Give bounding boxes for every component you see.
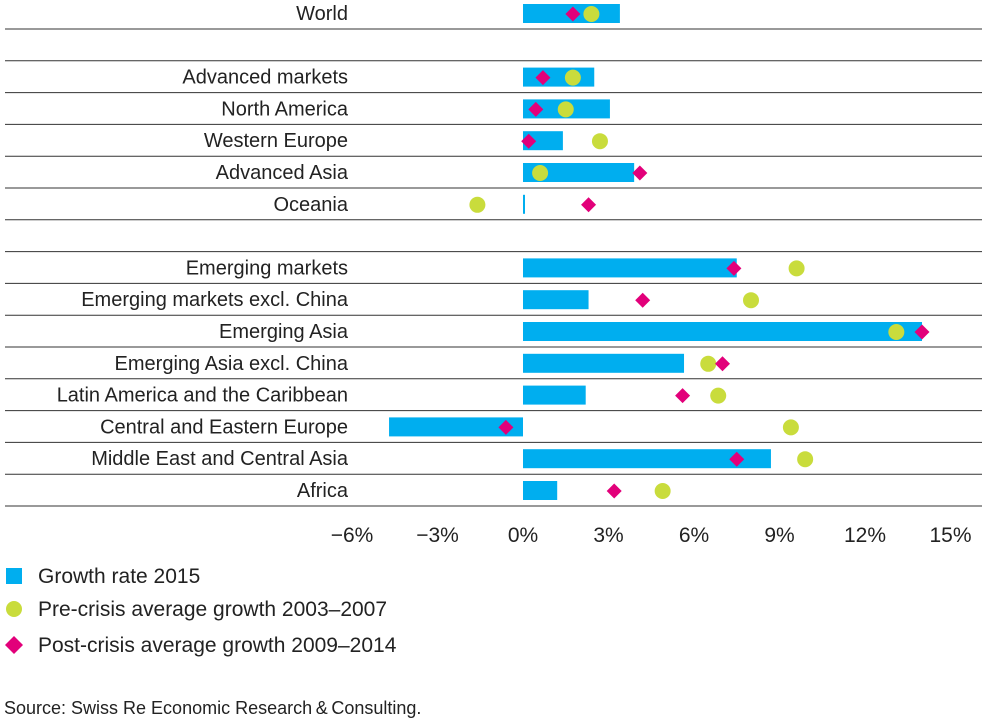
legend-label: Post-crisis average growth 2009–2014 [38,634,397,657]
category-label: Middle East and Central Asia [91,448,349,470]
bar-growth-2015 [523,258,737,278]
point-pre-crisis [797,451,814,468]
x-tick-label: 12% [844,524,886,547]
x-tick-label: 6% [679,524,709,547]
bar-growth-2015 [523,449,771,469]
category-label: Emerging markets [186,257,348,279]
bar-growth-2015 [523,385,586,405]
legend-bar-swatch [6,568,22,584]
point-post-crisis [635,292,651,308]
point-pre-crisis [532,165,549,181]
category-label: Latin America and the Caribbean [57,385,348,407]
point-post-crisis [606,483,622,499]
point-pre-crisis [583,6,600,22]
legend-label: Pre-crisis average growth 2003–2007 [38,598,387,621]
category-label: Africa [297,480,349,502]
x-tick-label: 3% [593,524,623,547]
point-post-crisis [726,260,742,276]
category-label: North America [221,98,349,120]
point-post-crisis [729,451,745,467]
point-post-crisis [715,356,730,372]
point-pre-crisis [888,324,905,340]
category-label: World [296,3,348,25]
legend-label: Growth rate 2015 [38,565,200,588]
point-pre-crisis [557,101,574,118]
point-post-crisis [565,6,581,22]
x-tick-label: −6% [331,524,374,547]
point-pre-crisis [591,133,608,150]
x-tick-label: 15% [929,524,971,547]
point-pre-crisis [788,260,805,277]
bar-growth-2015 [523,67,595,87]
point-post-crisis [675,388,691,404]
x-tick-label: 0% [508,524,538,547]
legend-circle-swatch [6,601,22,617]
point-pre-crisis [782,419,799,436]
point-pre-crisis [700,355,717,372]
x-tick-label: −3% [416,524,459,547]
bar-growth-2015 [523,163,635,182]
source-note: Source: Swiss Re Economic Research & Con… [4,698,421,718]
bar-growth-2015 [523,131,563,151]
point-post-crisis [632,165,648,181]
category-label: Emerging Asia [219,321,349,343]
point-post-crisis [914,324,930,340]
point-post-crisis [528,101,544,117]
point-post-crisis [581,197,597,213]
point-post-crisis [535,70,551,86]
bar-growth-2015 [389,417,523,437]
category-label: Oceania [274,194,349,216]
point-post-crisis [498,419,514,435]
point-post-crisis [521,133,537,149]
bar-growth-2015 [523,481,558,500]
point-pre-crisis [469,196,486,213]
category-label: Emerging Asia excl. China [115,353,349,375]
point-pre-crisis [743,292,759,309]
category-label: Central and Eastern Europe [100,416,348,438]
bar-growth-2015 [523,322,922,341]
x-tick-label: 9% [764,524,794,547]
point-pre-crisis [564,69,581,86]
point-pre-crisis [654,483,671,499]
category-label: Western Europe [204,130,348,152]
point-pre-crisis [710,387,727,404]
bar-growth-2015 [523,353,685,373]
legend-diamond-swatch [5,636,23,654]
category-label: Advanced markets [182,67,348,89]
category-label: Advanced Asia [216,162,349,184]
bar-growth-2015 [523,194,525,214]
bar-growth-2015 [523,290,589,310]
category-label: Emerging markets excl. China [81,289,349,311]
